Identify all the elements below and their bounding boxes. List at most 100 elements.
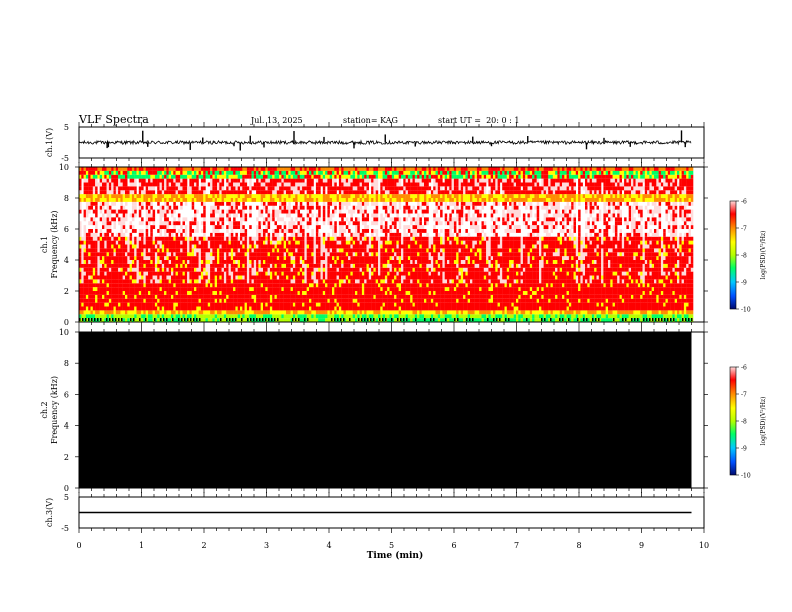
ch1-spectrogram-cell (97, 271, 100, 276)
ch1-spectrogram-cell (288, 248, 291, 253)
ch1-spectrogram-cell (336, 248, 340, 253)
ch1-spectrogram-cell (113, 198, 116, 202)
ch1-spectrogram-cell (269, 198, 273, 202)
ch1-spectrogram-cell (368, 198, 372, 202)
ch1-spectrogram-cell (196, 194, 199, 199)
ch1-spectrogram-cell (191, 190, 195, 195)
ch1-spectrogram-cell (366, 236, 369, 241)
ch1-spectrogram-cell (102, 225, 105, 230)
ch1-spectrogram-cell (159, 287, 162, 292)
ch1-spectrogram-cell (302, 263, 305, 268)
ch1-spectrogram-cell (228, 213, 231, 218)
ch1-spectrogram-cell (355, 240, 358, 245)
ch1-spectrogram-cell (325, 279, 328, 284)
ch1-spectrogram-cell (276, 190, 280, 195)
ch1-spectrogram-cell (180, 194, 183, 199)
ch1-spectrogram-cell (175, 298, 179, 303)
ch1-spectrogram-cell (230, 167, 234, 171)
ch1-spectrogram-cell (302, 167, 305, 171)
ch1-spectrogram-cell (341, 267, 344, 272)
ch1-spectrogram-cell (290, 271, 294, 276)
ch1-spectrogram-cell (292, 298, 296, 303)
ch1-spectrogram-cell (184, 174, 188, 179)
ch1-spectrogram-cell (173, 229, 176, 233)
ch1-spectrogram-cell (88, 271, 91, 276)
ch1-spectrogram-cell (288, 310, 291, 315)
ch1-spectrogram-cell (350, 178, 353, 183)
ch1-spectrogram-cell (104, 217, 107, 222)
ch1-spectrogram-cell (334, 275, 337, 280)
ch1-spectrogram-cell (134, 298, 137, 303)
ch1-spectrogram-cell (286, 287, 289, 292)
ch1-spectrogram-cell (134, 201, 137, 206)
ch1-spectrogram-cell (171, 244, 174, 249)
ch1-spectrogram-cell (223, 236, 227, 241)
ch1-spectrogram-cell (272, 244, 275, 249)
ch1-waveform-ylabel: ch.1(V) (45, 128, 54, 157)
ch1-spectrogram-cell (258, 275, 261, 280)
ch1-spectrogram-cell (373, 221, 376, 226)
ch1-spectrogram-cell (111, 263, 114, 268)
ch1-spectrogram-cell (251, 248, 254, 253)
ch1-spectrogram-cell (350, 306, 353, 311)
ch1-spectrogram-cell (345, 240, 349, 245)
ch1-spectrogram-cell (290, 287, 294, 292)
ch1-spectrogram-cell (159, 205, 162, 210)
ch1-spectrogram-cell (203, 232, 206, 237)
ch1-spectrogram-cell (281, 283, 284, 288)
ch1-spectrogram-cell (341, 298, 344, 303)
ch1-spectrogram-cell (267, 178, 271, 183)
ch1-spectrogram-cell (92, 244, 96, 249)
ch1-spectrogram-cell (355, 217, 358, 222)
ch1-spectrogram-cell (371, 291, 374, 295)
ch1-spectrogram-cell (88, 302, 91, 307)
ch1-spectrogram-cell (226, 182, 229, 187)
ch1-spectrogram-cell (79, 186, 82, 191)
ch1-spectrogram-cell (240, 302, 243, 307)
ch1-spectrogram-cell (214, 271, 218, 276)
ch1-spectrogram-cell (258, 174, 261, 179)
ch1-spectrogram-cell (378, 170, 381, 175)
ch1-spectrogram-cell (361, 291, 365, 295)
ch1-spectrogram-cell (336, 260, 340, 264)
ch1-spectrogram-cell (173, 252, 176, 257)
ch1-spectrogram-cell (373, 306, 376, 311)
ch1-spectrogram-cell (380, 221, 383, 226)
ch1-spectrogram-cell (334, 298, 337, 303)
ch1-spectrogram-cell (357, 263, 360, 268)
ch1-spectrogram-cell (226, 174, 229, 179)
ch1-spectrogram-cell (311, 283, 314, 288)
ch1-spectrogram-cell (288, 170, 291, 175)
ch1-spectrogram-cell (207, 182, 211, 187)
ch1-spectrogram-cell (212, 267, 215, 272)
ch1-spectrogram-cell (309, 314, 312, 319)
ch1-spectrogram-cell (334, 205, 337, 210)
ch1-spectrogram-cell (368, 267, 372, 272)
ch1-spectrogram-cell (283, 271, 287, 276)
ch1-spectrogram-cell (249, 291, 252, 295)
ch1-spectrogram-cell (283, 221, 287, 226)
ch1-spectrogram-cell (292, 314, 296, 319)
ch1-spectrogram-cell (265, 178, 268, 183)
ch1-spectrogram-cell (313, 263, 317, 268)
ch1-spectrogram-cell (315, 182, 319, 187)
ch1-spectrogram-cell (184, 294, 188, 299)
ch1-spectrogram-cell (371, 314, 374, 319)
ch1-spectrogram-cell (152, 213, 156, 218)
ch1-spectrogram-cell (244, 263, 248, 268)
ch1-spectrogram-cell (233, 291, 236, 295)
ch1-spectrogram-cell (228, 178, 231, 183)
ch1-spectrogram-cell (203, 190, 206, 195)
ch1-spectrogram-cell (106, 221, 110, 226)
ch1-spectrogram-cell (260, 248, 264, 253)
ch1-spectrogram-cell (97, 279, 100, 284)
ch1-spectrogram-cell (329, 314, 333, 319)
ch1-spectrogram-cell (108, 279, 112, 284)
ch1-spectrogram-cell (233, 263, 236, 268)
ch1-spectrogram-cell (233, 275, 236, 280)
ch1-spectrogram-cell (341, 178, 344, 183)
ch1-spectrogram-cell (281, 205, 284, 210)
ch1-spectrogram-cell (113, 186, 116, 191)
ch1-spectrogram-cell (102, 291, 105, 295)
ch1-spectrogram-cell (325, 252, 328, 257)
